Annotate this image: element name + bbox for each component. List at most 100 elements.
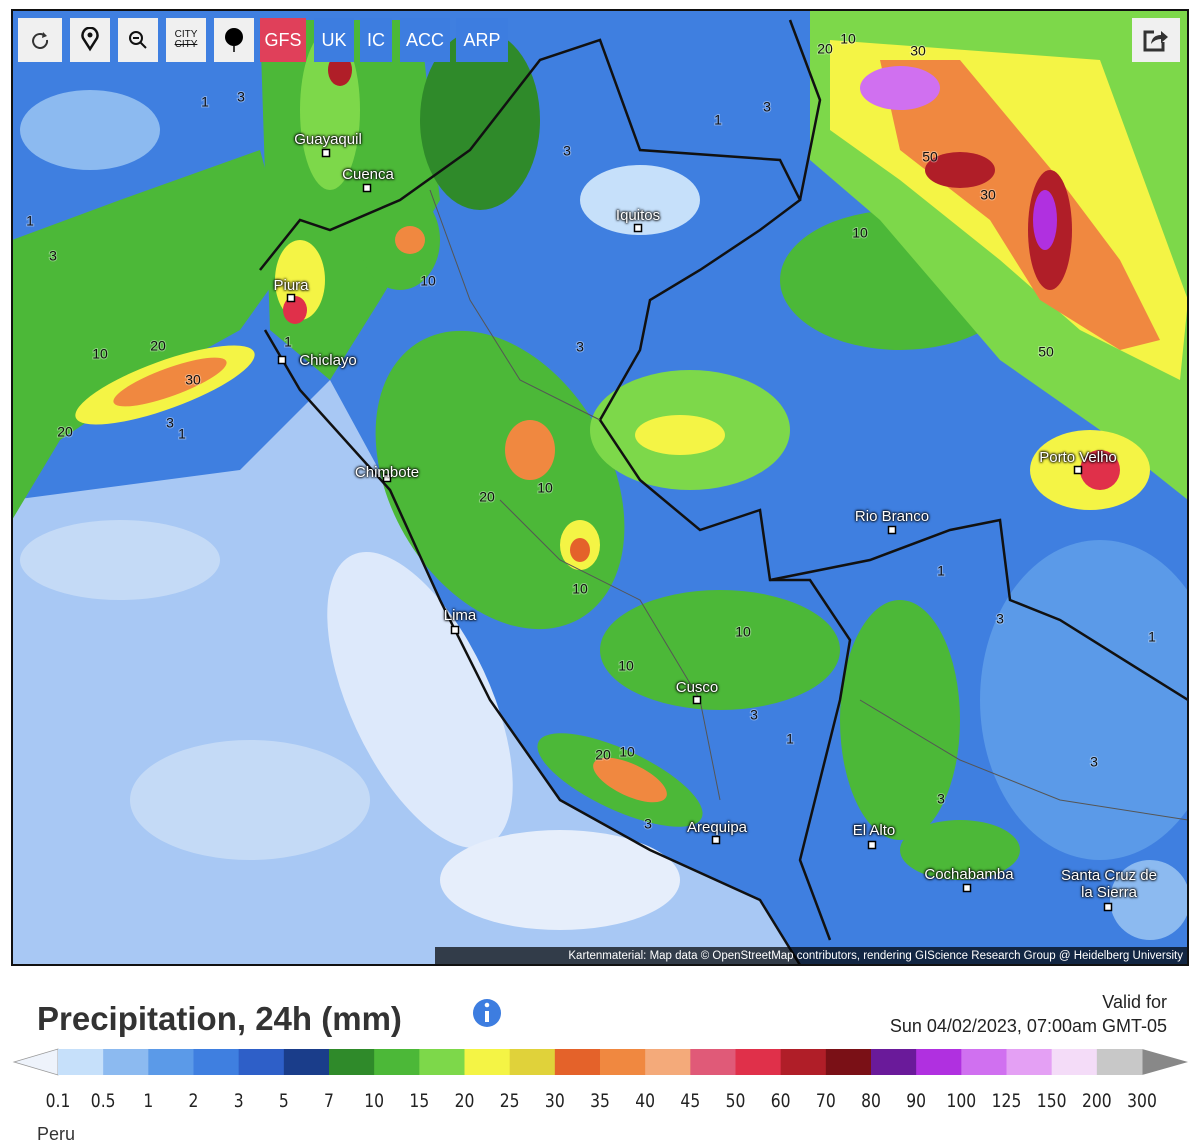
city-label: Porto Velho	[1039, 449, 1117, 466]
city-label: Piura	[273, 277, 309, 294]
contour-label: 20	[817, 41, 833, 57]
legend-tick-label: 200	[1082, 1091, 1112, 1113]
legend-swatch	[600, 1049, 646, 1075]
reload-icon	[32, 32, 49, 49]
legend-swatch	[1006, 1049, 1053, 1075]
legend-swatch	[283, 1049, 330, 1075]
valid-time: Sun 04/02/2023, 07:00am GMT-05	[890, 1016, 1167, 1036]
map-frame	[11, 9, 1189, 966]
contour-label: 50	[922, 149, 938, 165]
contour-label: 10	[572, 581, 588, 597]
model-button[interactable]: IC	[360, 18, 392, 62]
legend-swatch	[103, 1049, 149, 1075]
legend-swatch	[193, 1049, 240, 1075]
legend-tick-label: 90	[906, 1091, 926, 1113]
legend-swatch	[419, 1049, 465, 1075]
contour-label: 20	[479, 489, 495, 505]
contour-label: 1	[937, 563, 945, 579]
city-label-struck: CITY	[174, 39, 198, 50]
city-label: Iquitos	[615, 207, 661, 224]
legend-swatch	[148, 1049, 194, 1075]
city-label: El Alto	[852, 822, 896, 839]
legend-tick-label: 15	[409, 1091, 429, 1113]
contour-label: 3	[937, 791, 945, 807]
city-label: Cochabamba	[924, 866, 1014, 883]
legend-tick-label: 100	[946, 1091, 976, 1113]
city-dot	[362, 183, 372, 193]
model-button[interactable]: UK	[314, 18, 354, 62]
legend-tick-label: 50	[726, 1091, 746, 1113]
contour-label: 1	[26, 213, 34, 229]
region: Peru	[37, 1124, 75, 1144]
model-button[interactable]: GFS	[260, 18, 306, 62]
legend-tick-label: 150	[1037, 1091, 1067, 1113]
contour-label: 10	[92, 346, 108, 362]
contour-label: 30	[185, 372, 201, 388]
model-button[interactable]: ACC	[400, 18, 450, 62]
legend-swatch	[509, 1049, 556, 1075]
contour-label: 10	[420, 273, 436, 289]
legend-swatch	[645, 1049, 691, 1075]
legend-tick-label: 2	[189, 1091, 199, 1113]
legend-tick-label: 300	[1127, 1091, 1157, 1113]
legend-tick-label: 10	[364, 1091, 384, 1113]
city-dot	[286, 293, 296, 303]
legend-tick-label: 3	[234, 1091, 244, 1113]
attribution: Kartenmaterial: Map data © OpenStreetMap…	[568, 950, 1183, 962]
legend-swatch	[554, 1049, 601, 1075]
contour-label: 10	[619, 744, 635, 760]
legend-swatch	[690, 1049, 736, 1075]
city-dot	[962, 883, 972, 893]
contour-label: 1	[284, 334, 292, 350]
city-dot	[1103, 902, 1113, 912]
city-label: Rio Branco	[854, 508, 930, 525]
city-dot	[887, 525, 897, 535]
contour-label: 3	[237, 89, 245, 105]
title: Precipitation, 24h (mm)	[37, 1000, 402, 1037]
zoom-out-button[interactable]	[118, 18, 158, 62]
city-toggle-button[interactable]: CITY CITY	[166, 18, 206, 62]
legend-swatch	[374, 1049, 420, 1075]
contour-label: 3	[166, 415, 174, 431]
contour-label: 10	[537, 480, 553, 496]
legend-swatch	[1096, 1049, 1143, 1075]
reload-button[interactable]	[18, 18, 62, 62]
legend-tick-label: 35	[590, 1091, 610, 1113]
model-button[interactable]: ARP	[456, 18, 508, 62]
legend-tick-label: 0.5	[91, 1091, 116, 1113]
contour-label: 1	[178, 426, 186, 442]
contour-label: 10	[852, 225, 868, 241]
contour-label: 3	[644, 816, 652, 832]
legend-swatch	[780, 1049, 827, 1075]
city-label: Cuenca	[342, 166, 394, 183]
legend-swatch	[871, 1049, 917, 1075]
legend-swatch	[735, 1049, 782, 1075]
legend-tick-label: 125	[992, 1091, 1022, 1113]
contour-label: 1	[201, 94, 209, 110]
city-dot	[867, 840, 877, 850]
city-dot	[633, 223, 643, 233]
legend-tick-label: 70	[816, 1091, 836, 1113]
city-label: Santa Cruz de la Sierra	[1061, 867, 1157, 901]
city-dot	[382, 473, 392, 483]
info-icon[interactable]	[473, 999, 501, 1027]
precipitation-field	[12, 10, 1188, 965]
city-dot	[711, 835, 721, 845]
marker-icon	[225, 28, 243, 52]
contour-label: 20	[150, 338, 166, 354]
marker-button[interactable]	[214, 18, 254, 62]
legend-tick-label: 5	[279, 1091, 289, 1113]
legend-tick-label: 25	[500, 1091, 520, 1113]
legend-tick-label: 30	[545, 1091, 565, 1113]
share-button[interactable]	[1132, 18, 1180, 62]
contour-label: 3	[1090, 754, 1098, 770]
legend: 0.1 0.5 1 2 3 5 7 10 15 20 25 30 35 40 45 50 60 70 80 90 100…	[12, 1048, 1188, 1113]
contour-label: 3	[576, 339, 584, 355]
location-button[interactable]	[70, 18, 110, 62]
city-label: Arequipa	[686, 819, 748, 836]
legend-swatch	[916, 1049, 962, 1075]
city-dot	[1073, 465, 1083, 475]
legend-tick-label: 45	[680, 1091, 700, 1113]
legend-swatch	[329, 1049, 375, 1075]
valid-label: Valid for	[1102, 992, 1167, 1012]
